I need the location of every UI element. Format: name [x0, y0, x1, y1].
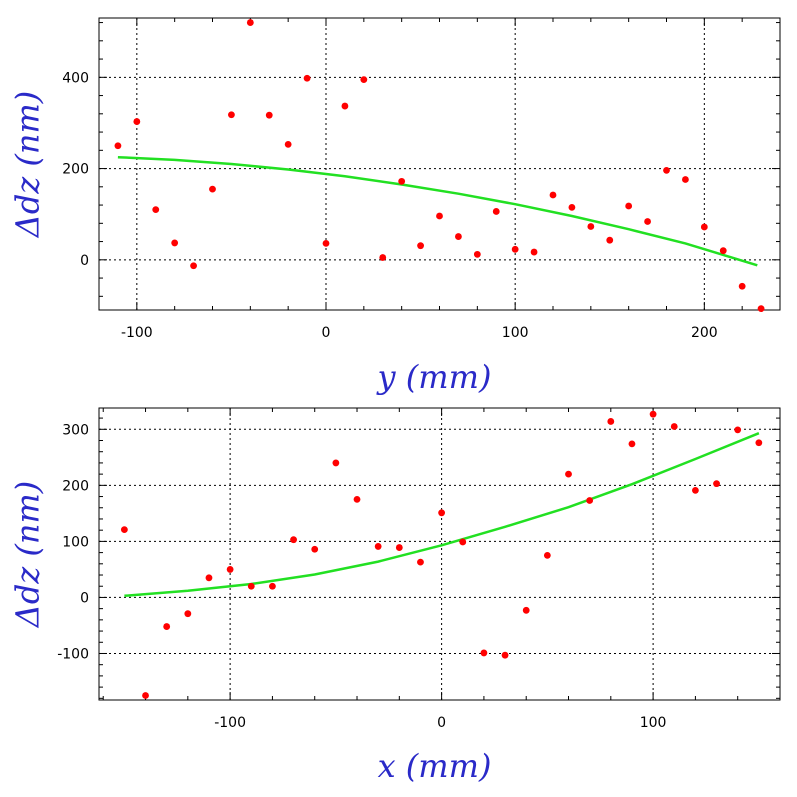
y-tick-label: -100: [57, 646, 89, 662]
data-point: [133, 118, 141, 125]
data-point: [120, 526, 128, 534]
y-tick-label: 0: [80, 253, 89, 269]
data-point: [522, 606, 530, 614]
x-tick-label: 100: [502, 325, 529, 341]
y-tick-label: 200: [62, 478, 89, 494]
data-point: [209, 185, 216, 193]
data-point: [549, 191, 557, 199]
data-point: [670, 423, 678, 430]
data-point: [303, 74, 311, 82]
data-point: [341, 102, 349, 110]
x-tick-label: 200: [691, 325, 718, 341]
data-point: [587, 223, 595, 230]
data-point: [459, 538, 467, 546]
data-point: [265, 111, 273, 119]
data-point: [142, 692, 149, 699]
data-point: [360, 76, 368, 83]
data-point: [565, 470, 572, 478]
data-point: [628, 440, 636, 448]
data-point: [692, 486, 699, 494]
data-point: [205, 574, 213, 582]
x-tick-label: 100: [640, 715, 667, 731]
data-point: [625, 202, 633, 210]
data-point: [586, 497, 594, 504]
data-point: [501, 651, 509, 659]
x-tick-label: 0: [322, 325, 331, 341]
y-axis-label: Δdz (nm): [9, 481, 47, 630]
fit-curve: [117, 155, 758, 267]
data-point: [226, 566, 234, 573]
data-point: [755, 439, 763, 447]
y-tick-label: 400: [62, 70, 89, 86]
data-point: [713, 480, 720, 488]
data-point: [322, 239, 330, 247]
data-point: [311, 545, 319, 553]
top-panel: -100 0 100 200 0 200 400 y (mm) Δdz (nm): [9, 17, 781, 396]
data-point: [644, 218, 651, 225]
data-point: [492, 208, 500, 215]
data-point: [353, 495, 361, 503]
x-axis-label: x (mm): [378, 747, 492, 785]
data-point: [171, 239, 179, 247]
x-tick-label: -100: [121, 325, 153, 341]
data-point: [417, 242, 424, 250]
data-point: [738, 282, 746, 290]
data-point: [734, 426, 742, 434]
y-tick-label: 0: [80, 590, 89, 606]
x-tick-label: 0: [437, 715, 446, 731]
plot-frame: [98, 407, 781, 701]
data-point: [228, 111, 235, 119]
data-point: [114, 142, 122, 150]
fit-curve: [124, 432, 760, 598]
data-point: [473, 250, 481, 258]
data-point: [700, 223, 708, 231]
data-point: [332, 459, 340, 467]
data-point: [455, 233, 462, 240]
y-tick-label: 300: [62, 422, 89, 438]
bottom-panel: -100 0 100 -100 0 100 200 300 x (mm) Δdz (nm): [9, 407, 781, 785]
data-point: [530, 248, 538, 256]
data-point: [606, 236, 614, 244]
data-point: [682, 176, 689, 183]
data-point: [398, 177, 406, 185]
data-point: [480, 649, 488, 657]
data-point: [290, 536, 297, 544]
data-point: [663, 166, 670, 174]
data-point: [568, 203, 576, 211]
x-tick-label: -100: [214, 715, 246, 731]
data-point: [436, 212, 443, 220]
y-axis-label: Δdz (nm): [9, 91, 47, 240]
data-point: [184, 610, 192, 618]
y-tick-label: 200: [62, 162, 89, 178]
data-point: [269, 582, 276, 590]
data-point: [417, 558, 424, 566]
data-point: [719, 247, 727, 255]
data-point: [395, 544, 403, 551]
data-point: [757, 305, 765, 313]
data-point: [511, 245, 519, 253]
data-point: [163, 623, 171, 630]
plot-frame: [98, 17, 781, 311]
data-point: [374, 543, 382, 550]
data-point: [246, 19, 254, 26]
data-point: [152, 206, 160, 214]
data-point: [284, 140, 292, 148]
data-point: [543, 552, 551, 559]
data-point: [190, 262, 197, 270]
data-point: [607, 418, 615, 425]
data-point: [438, 509, 446, 517]
data-point: [379, 254, 387, 261]
data-point: [649, 410, 657, 418]
data-point: [247, 582, 255, 590]
x-axis-label: y (mm): [376, 358, 492, 396]
y-tick-label: 100: [62, 534, 89, 550]
